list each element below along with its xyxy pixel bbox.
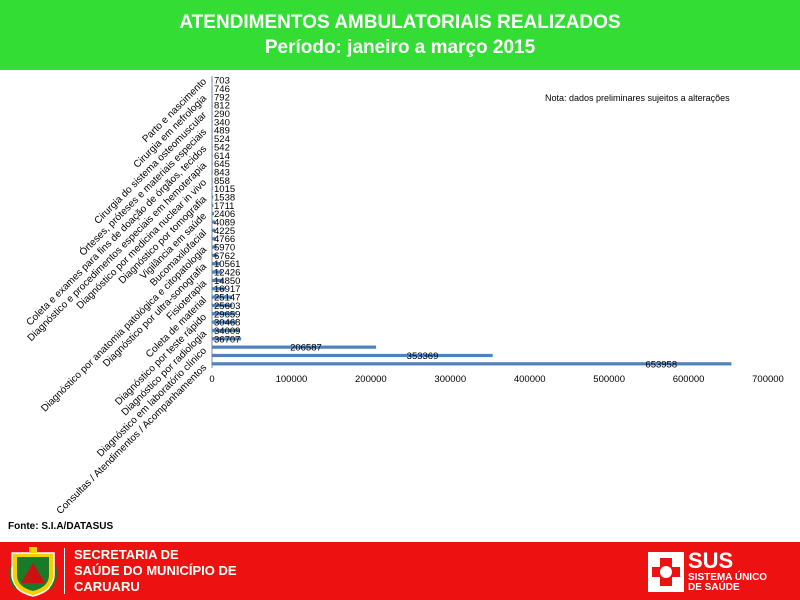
data-label: 290 <box>214 109 230 120</box>
bar <box>212 362 732 366</box>
data-label: 30468 <box>214 318 240 329</box>
bar <box>212 270 222 274</box>
org-line-1: SECRETARIA DE <box>74 547 179 562</box>
footer-divider <box>64 548 65 594</box>
bar <box>212 128 213 132</box>
data-label: 4766 <box>214 234 235 245</box>
horizontal-bar-chart: Nota: dados preliminares sujeitos a alte… <box>24 76 784 517</box>
bar <box>212 320 237 324</box>
data-label: 6762 <box>214 251 235 262</box>
data-label: 1711 <box>214 201 234 212</box>
x-tick-label: 700000 <box>752 374 784 385</box>
caruaru-crest-icon <box>8 547 58 597</box>
x-tick-label: 100000 <box>276 374 308 385</box>
bar <box>212 303 233 308</box>
x-tick-label: 600000 <box>673 374 705 385</box>
data-label: 10561 <box>214 259 240 270</box>
bar <box>212 345 377 349</box>
bar <box>212 353 493 358</box>
header-banner: ATENDIMENTOS AMBULATORIAIS REALIZADOS Pe… <box>0 0 800 70</box>
page-subtitle: Período: janeiro a março 2015 <box>264 37 536 58</box>
data-label: 25603 <box>214 301 240 312</box>
chart-note: Nota: dados preliminares sujeitos a alte… <box>545 93 730 103</box>
data-label: 206587 <box>290 343 322 354</box>
page-title: ATENDIMENTOS AMBULATORIAIS REALIZADOS <box>179 12 621 33</box>
sus-cross-icon <box>648 552 684 592</box>
bar <box>212 278 224 282</box>
source-note: Fonte: S.I.A/DATASUS <box>8 521 114 532</box>
data-label: 14850 <box>214 276 240 287</box>
bar <box>212 136 213 141</box>
bar <box>212 220 216 224</box>
footer-banner: SECRETARIA DE SAÚDE DO MUNICÍPIO DE CARU… <box>0 542 800 600</box>
bar <box>212 253 218 257</box>
org-line-2: SAÚDE DO MUNICÍPIO DE <box>74 563 237 578</box>
data-label: 746 <box>214 84 230 95</box>
bar <box>212 111 213 116</box>
data-label: 25147 <box>214 293 240 304</box>
data-label: 489 <box>214 126 230 137</box>
bar <box>212 145 213 149</box>
bar <box>212 328 240 333</box>
sus-word: SUS <box>688 548 734 573</box>
data-label: 792 <box>214 92 230 103</box>
data-label: 542 <box>214 142 230 153</box>
bar <box>212 153 213 157</box>
sus-logo: SUS SISTEMA ÚNICO DE SAÚDE <box>646 548 796 598</box>
bar <box>212 237 216 241</box>
bar <box>212 312 236 316</box>
bar <box>212 245 217 249</box>
bar <box>212 203 214 207</box>
bar <box>212 337 242 341</box>
data-label: 5970 <box>214 243 235 254</box>
data-label: 653958 <box>645 359 677 370</box>
data-label: 4089 <box>214 218 235 229</box>
data-label: 1015 <box>214 184 235 195</box>
data-label: 524 <box>214 134 230 145</box>
bar <box>212 178 213 182</box>
data-label: 34009 <box>214 326 240 337</box>
bar <box>212 162 213 166</box>
sus-line-1: SISTEMA ÚNICO <box>688 572 768 583</box>
data-label: 843 <box>214 167 230 178</box>
sus-line-2: DE SAÚDE <box>688 582 740 593</box>
data-label: 812 <box>214 101 230 112</box>
org-line-3: CARUARU <box>74 579 140 594</box>
bar <box>212 212 214 216</box>
data-label: 858 <box>214 176 230 187</box>
data-label: 1538 <box>214 192 235 203</box>
x-tick-label: 0 <box>209 374 214 385</box>
bar <box>212 78 213 82</box>
x-tick-label: 300000 <box>434 374 466 385</box>
org-name: SECRETARIA DE SAÚDE DO MUNICÍPIO DE CARU… <box>74 547 237 595</box>
bar <box>212 195 214 199</box>
data-label: 4225 <box>214 226 235 237</box>
data-label: 353369 <box>407 351 439 362</box>
chart-area: Nota: dados preliminares sujeitos a alte… <box>0 70 800 540</box>
bar <box>212 103 213 107</box>
data-label: 12426 <box>214 268 240 279</box>
data-label: 340 <box>214 117 230 128</box>
data-label: 614 <box>214 151 230 162</box>
data-label: 2406 <box>214 209 235 220</box>
bar <box>212 228 216 232</box>
data-label: 703 <box>214 76 230 87</box>
data-label: 36707 <box>214 334 240 345</box>
bar <box>212 170 213 174</box>
bar <box>212 95 213 99</box>
bar <box>212 86 213 91</box>
bar <box>212 262 221 266</box>
x-tick-label: 200000 <box>355 374 387 385</box>
data-label: 29659 <box>214 309 240 320</box>
bar <box>212 295 232 299</box>
x-tick-label: 500000 <box>593 374 625 385</box>
bar <box>212 120 213 124</box>
bar <box>212 287 226 291</box>
data-label: 645 <box>214 159 230 170</box>
sus-subtitle: SISTEMA ÚNICO DE SAÚDE <box>688 573 798 593</box>
x-tick-label: 400000 <box>514 374 546 385</box>
data-label: 16917 <box>214 284 240 295</box>
bar <box>212 187 213 191</box>
